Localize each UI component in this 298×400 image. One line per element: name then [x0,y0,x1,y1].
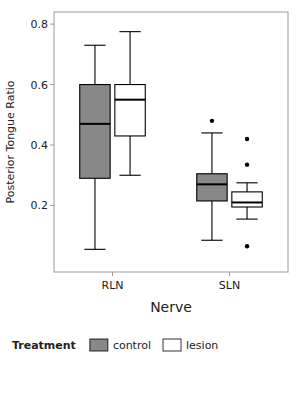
whisker-cap [236,219,257,220]
plot-frame [54,12,288,272]
legend-swatch [90,339,108,351]
whisker [94,45,95,84]
y-tick [50,145,54,146]
legend-title: Treatment [12,339,76,352]
y-tick [50,24,54,25]
marks [80,32,263,250]
y-tick-label: 0.2 [31,199,49,212]
whisker-cap [201,132,222,133]
flier [245,162,249,166]
box [115,85,145,136]
x-tick [229,272,230,276]
whisker-cap [119,175,140,176]
whisker-cap [119,31,140,32]
median [115,99,145,101]
y-tick-label: 0.8 [31,18,49,31]
flier [245,244,249,248]
legend-label: control [113,339,151,352]
whisker-cap [84,45,105,46]
whisker [211,201,212,240]
whisker [130,32,131,85]
x-tick [112,272,113,276]
legend: Treatment control lesion [12,339,218,352]
x-tick-label: RLN [102,279,124,292]
y-tick-label: 0.4 [31,139,49,152]
x-tick-label: SLN [219,279,240,292]
whisker [94,178,95,249]
y-tick-label: 0.6 [31,79,49,92]
flier [245,137,249,141]
whisker-cap [201,240,222,241]
whisker [211,133,212,174]
whisker [130,136,131,175]
box [80,85,110,179]
whisker-cap [84,249,105,250]
y-tick [50,84,54,85]
median [232,201,262,203]
y-axis-label: Posterior Tongue Ratio [4,80,17,203]
whisker [247,183,248,192]
legend-swatch [163,339,181,351]
box [197,174,227,201]
x-axis-label: Nerve [150,299,192,315]
chart: 0.2 0.4 0.6 0.8 RLN SLN Nerve Posterior Tongue … [0,0,298,400]
y-tick [50,205,54,206]
legend-label: lesion [186,339,218,352]
median [80,123,110,125]
box [232,192,262,207]
flier [210,119,214,123]
whisker [247,207,248,219]
whisker-cap [236,182,257,183]
median [197,183,227,185]
